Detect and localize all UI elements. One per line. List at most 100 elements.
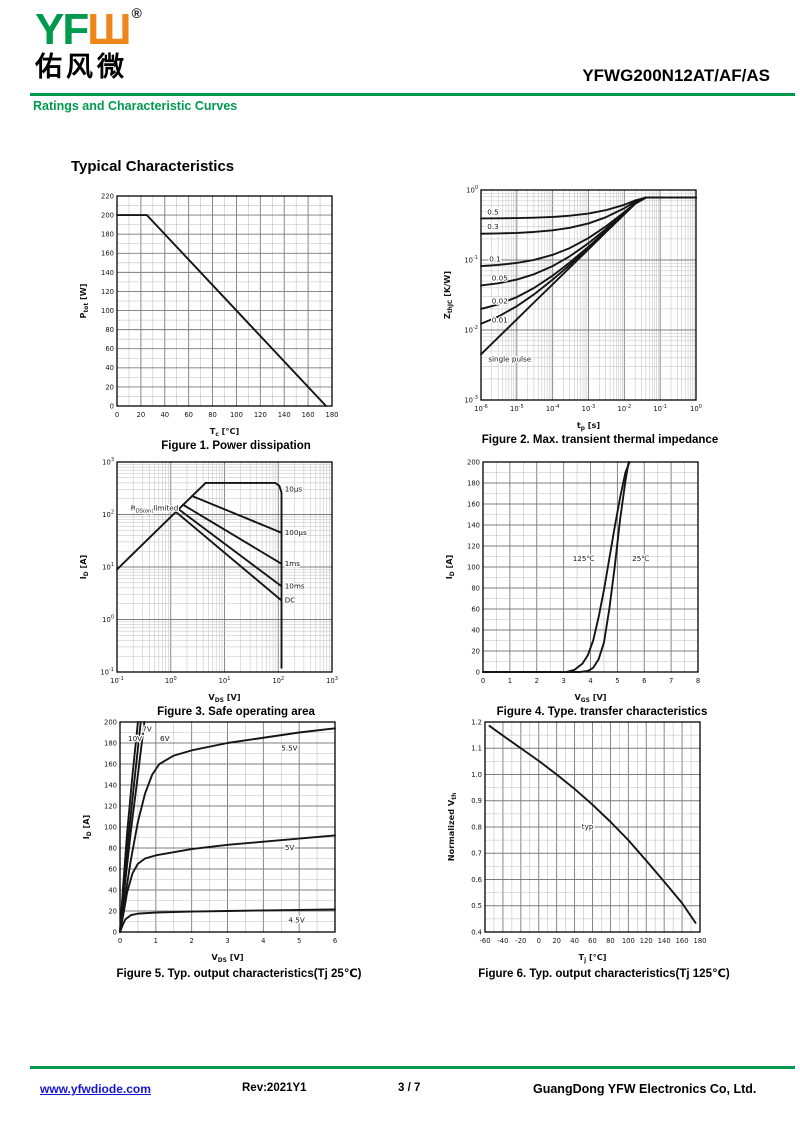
revision-label: Rev:2021Y1 bbox=[242, 1082, 307, 1094]
svg-text:200: 200 bbox=[104, 718, 117, 726]
svg-text:40: 40 bbox=[105, 364, 114, 372]
svg-text:0: 0 bbox=[476, 668, 480, 676]
svg-text:tp [s]: tp [s] bbox=[577, 420, 601, 432]
svg-text:VGS [V]: VGS [V] bbox=[574, 692, 606, 704]
svg-text:100: 100 bbox=[622, 937, 635, 945]
svg-text:10-5: 10-5 bbox=[510, 404, 524, 413]
svg-text:20: 20 bbox=[137, 411, 146, 419]
svg-text:100: 100 bbox=[230, 411, 243, 419]
svg-text:ZthJC [K/W]: ZthJC [K/W] bbox=[442, 271, 454, 319]
svg-text:4: 4 bbox=[588, 677, 592, 685]
svg-text:102: 102 bbox=[272, 676, 284, 685]
svg-text:6V: 6V bbox=[160, 734, 170, 743]
svg-text:160: 160 bbox=[676, 937, 689, 945]
svg-text:101: 101 bbox=[102, 562, 114, 571]
svg-text:20: 20 bbox=[552, 937, 561, 945]
svg-text:10-1: 10-1 bbox=[110, 676, 124, 685]
figure-4-caption: Figure 4. Type. transfer characteristics bbox=[496, 706, 708, 718]
power-dissipation-chart: 0 20 40 60 80 100 120 140 160 180 0 20 40 60 80 100 120 1… bbox=[78, 192, 339, 438]
svg-text:ID [A]: ID [A] bbox=[78, 554, 90, 579]
svg-text:200: 200 bbox=[467, 458, 480, 466]
svg-text:RDS(on)limited: RDS(on)limited bbox=[131, 504, 179, 515]
svg-text:1.2: 1.2 bbox=[471, 718, 482, 726]
svg-text:5: 5 bbox=[615, 677, 619, 685]
svg-text:40: 40 bbox=[160, 411, 169, 419]
svg-text:200: 200 bbox=[101, 211, 114, 219]
registered-trademark-icon: ® bbox=[131, 5, 142, 21]
svg-text:120: 120 bbox=[467, 542, 480, 550]
svg-text:ID [A]: ID [A] bbox=[81, 814, 93, 839]
svg-text:10V: 10V bbox=[128, 734, 142, 743]
svg-text:60: 60 bbox=[184, 411, 193, 419]
svg-text:0: 0 bbox=[118, 937, 122, 945]
svg-text:ID [A]: ID [A] bbox=[444, 554, 456, 579]
svg-text:0: 0 bbox=[110, 402, 114, 410]
transient-thermal-impedance-chart: 10-6 10-5 10-4 10-3 10-2 10-1 100 10-3 10-2 10-1 1… bbox=[442, 185, 702, 432]
svg-text:10-2: 10-2 bbox=[618, 404, 632, 413]
svg-text:10-3: 10-3 bbox=[464, 395, 478, 404]
transfer-characteristics-chart: 0 1 2 3 4 5 6 7 8020406080100120140160180200125℃… bbox=[444, 458, 700, 704]
svg-text:2: 2 bbox=[535, 677, 539, 685]
svg-text:180: 180 bbox=[467, 479, 480, 487]
normalized-vth-chart: -60 -40 -20 0 20 40 60 80 100 120 140 160 180 0.4 0.5 0… bbox=[446, 718, 706, 964]
svg-text:80: 80 bbox=[108, 844, 117, 852]
svg-text:180: 180 bbox=[326, 411, 339, 419]
svg-text:4.5V: 4.5V bbox=[288, 916, 304, 925]
svg-text:0.05: 0.05 bbox=[492, 273, 508, 282]
svg-text:0.9: 0.9 bbox=[471, 797, 482, 805]
figure-1-block: 0 20 40 60 80 100 120 140 160 180 0 20 40 60 80 100 120 1… bbox=[77, 186, 349, 452]
svg-text:5V: 5V bbox=[285, 843, 295, 852]
svg-text:25℃: 25℃ bbox=[632, 554, 649, 563]
svg-text:140: 140 bbox=[467, 521, 480, 529]
svg-text:60: 60 bbox=[588, 937, 597, 945]
svg-text:5: 5 bbox=[297, 937, 301, 945]
website-link[interactable]: www.yfwdiode.com bbox=[40, 1082, 151, 1096]
svg-text:60: 60 bbox=[105, 345, 114, 353]
svg-text:DC: DC bbox=[285, 596, 296, 605]
svg-text:0.3: 0.3 bbox=[487, 222, 498, 231]
figure-4-block: 0 1 2 3 4 5 6 7 8 0 20 40 60 80 100 120 140 160 180 200 125℃… bbox=[443, 452, 715, 718]
svg-text:10-1: 10-1 bbox=[100, 667, 114, 676]
svg-text:3: 3 bbox=[225, 937, 229, 945]
svg-text:4: 4 bbox=[261, 937, 265, 945]
svg-text:1.0: 1.0 bbox=[471, 771, 482, 779]
footer-rule bbox=[30, 1066, 795, 1069]
svg-text:120: 120 bbox=[104, 802, 117, 810]
svg-text:1: 1 bbox=[508, 677, 512, 685]
figure-2-block: 10-6 10-5 10-4 10-3 10-2 10-1 100 10-3 10-2 10-1 1… bbox=[441, 180, 718, 446]
svg-text:160: 160 bbox=[104, 760, 117, 768]
svg-text:VDS [V]: VDS [V] bbox=[208, 692, 240, 704]
svg-text:0: 0 bbox=[113, 928, 117, 936]
logo-yf-text: YF bbox=[35, 5, 89, 54]
figure-1-caption: Figure 1. Power dissipation bbox=[161, 440, 311, 452]
svg-text:10-6: 10-6 bbox=[474, 404, 488, 413]
svg-text:Normalized Vth: Normalized Vth bbox=[446, 793, 458, 862]
svg-text:180: 180 bbox=[104, 739, 117, 747]
company-name: GuangDong YFW Electronics Co, Ltd. bbox=[533, 1082, 757, 1096]
svg-text:100: 100 bbox=[466, 185, 478, 194]
svg-text:80: 80 bbox=[606, 937, 615, 945]
svg-text:140: 140 bbox=[278, 411, 291, 419]
svg-text:3: 3 bbox=[561, 677, 565, 685]
svg-text:102: 102 bbox=[102, 510, 114, 519]
svg-text:100: 100 bbox=[690, 404, 702, 413]
svg-text:100: 100 bbox=[102, 615, 114, 624]
svg-text:0.5: 0.5 bbox=[487, 208, 498, 217]
header-rule bbox=[30, 93, 795, 96]
svg-text:0: 0 bbox=[537, 937, 541, 945]
svg-text:10-4: 10-4 bbox=[546, 404, 560, 413]
svg-text:120: 120 bbox=[101, 288, 114, 296]
svg-text:220: 220 bbox=[101, 192, 114, 200]
svg-text:125℃: 125℃ bbox=[573, 554, 595, 563]
brand-logo: YFШ ® 佑风微 bbox=[35, 6, 142, 81]
safe-operating-area-chart: 10-1 100 101 102 103 10-1 100 101 102 103 RDS(on)l… bbox=[78, 457, 338, 704]
figure-6-caption: Figure 6. Typ. output characteristics(Tj… bbox=[478, 968, 730, 980]
svg-text:Tj [°C]: Tj [°C] bbox=[578, 952, 606, 964]
svg-text:6: 6 bbox=[642, 677, 646, 685]
figure-2-caption: Figure 2. Max. transient thermal impedan… bbox=[481, 434, 719, 446]
svg-text:0.01: 0.01 bbox=[492, 315, 508, 324]
svg-text:10-1: 10-1 bbox=[653, 404, 667, 413]
svg-text:typ: typ bbox=[582, 822, 594, 831]
svg-text:1: 1 bbox=[154, 937, 158, 945]
svg-text:120: 120 bbox=[254, 411, 267, 419]
